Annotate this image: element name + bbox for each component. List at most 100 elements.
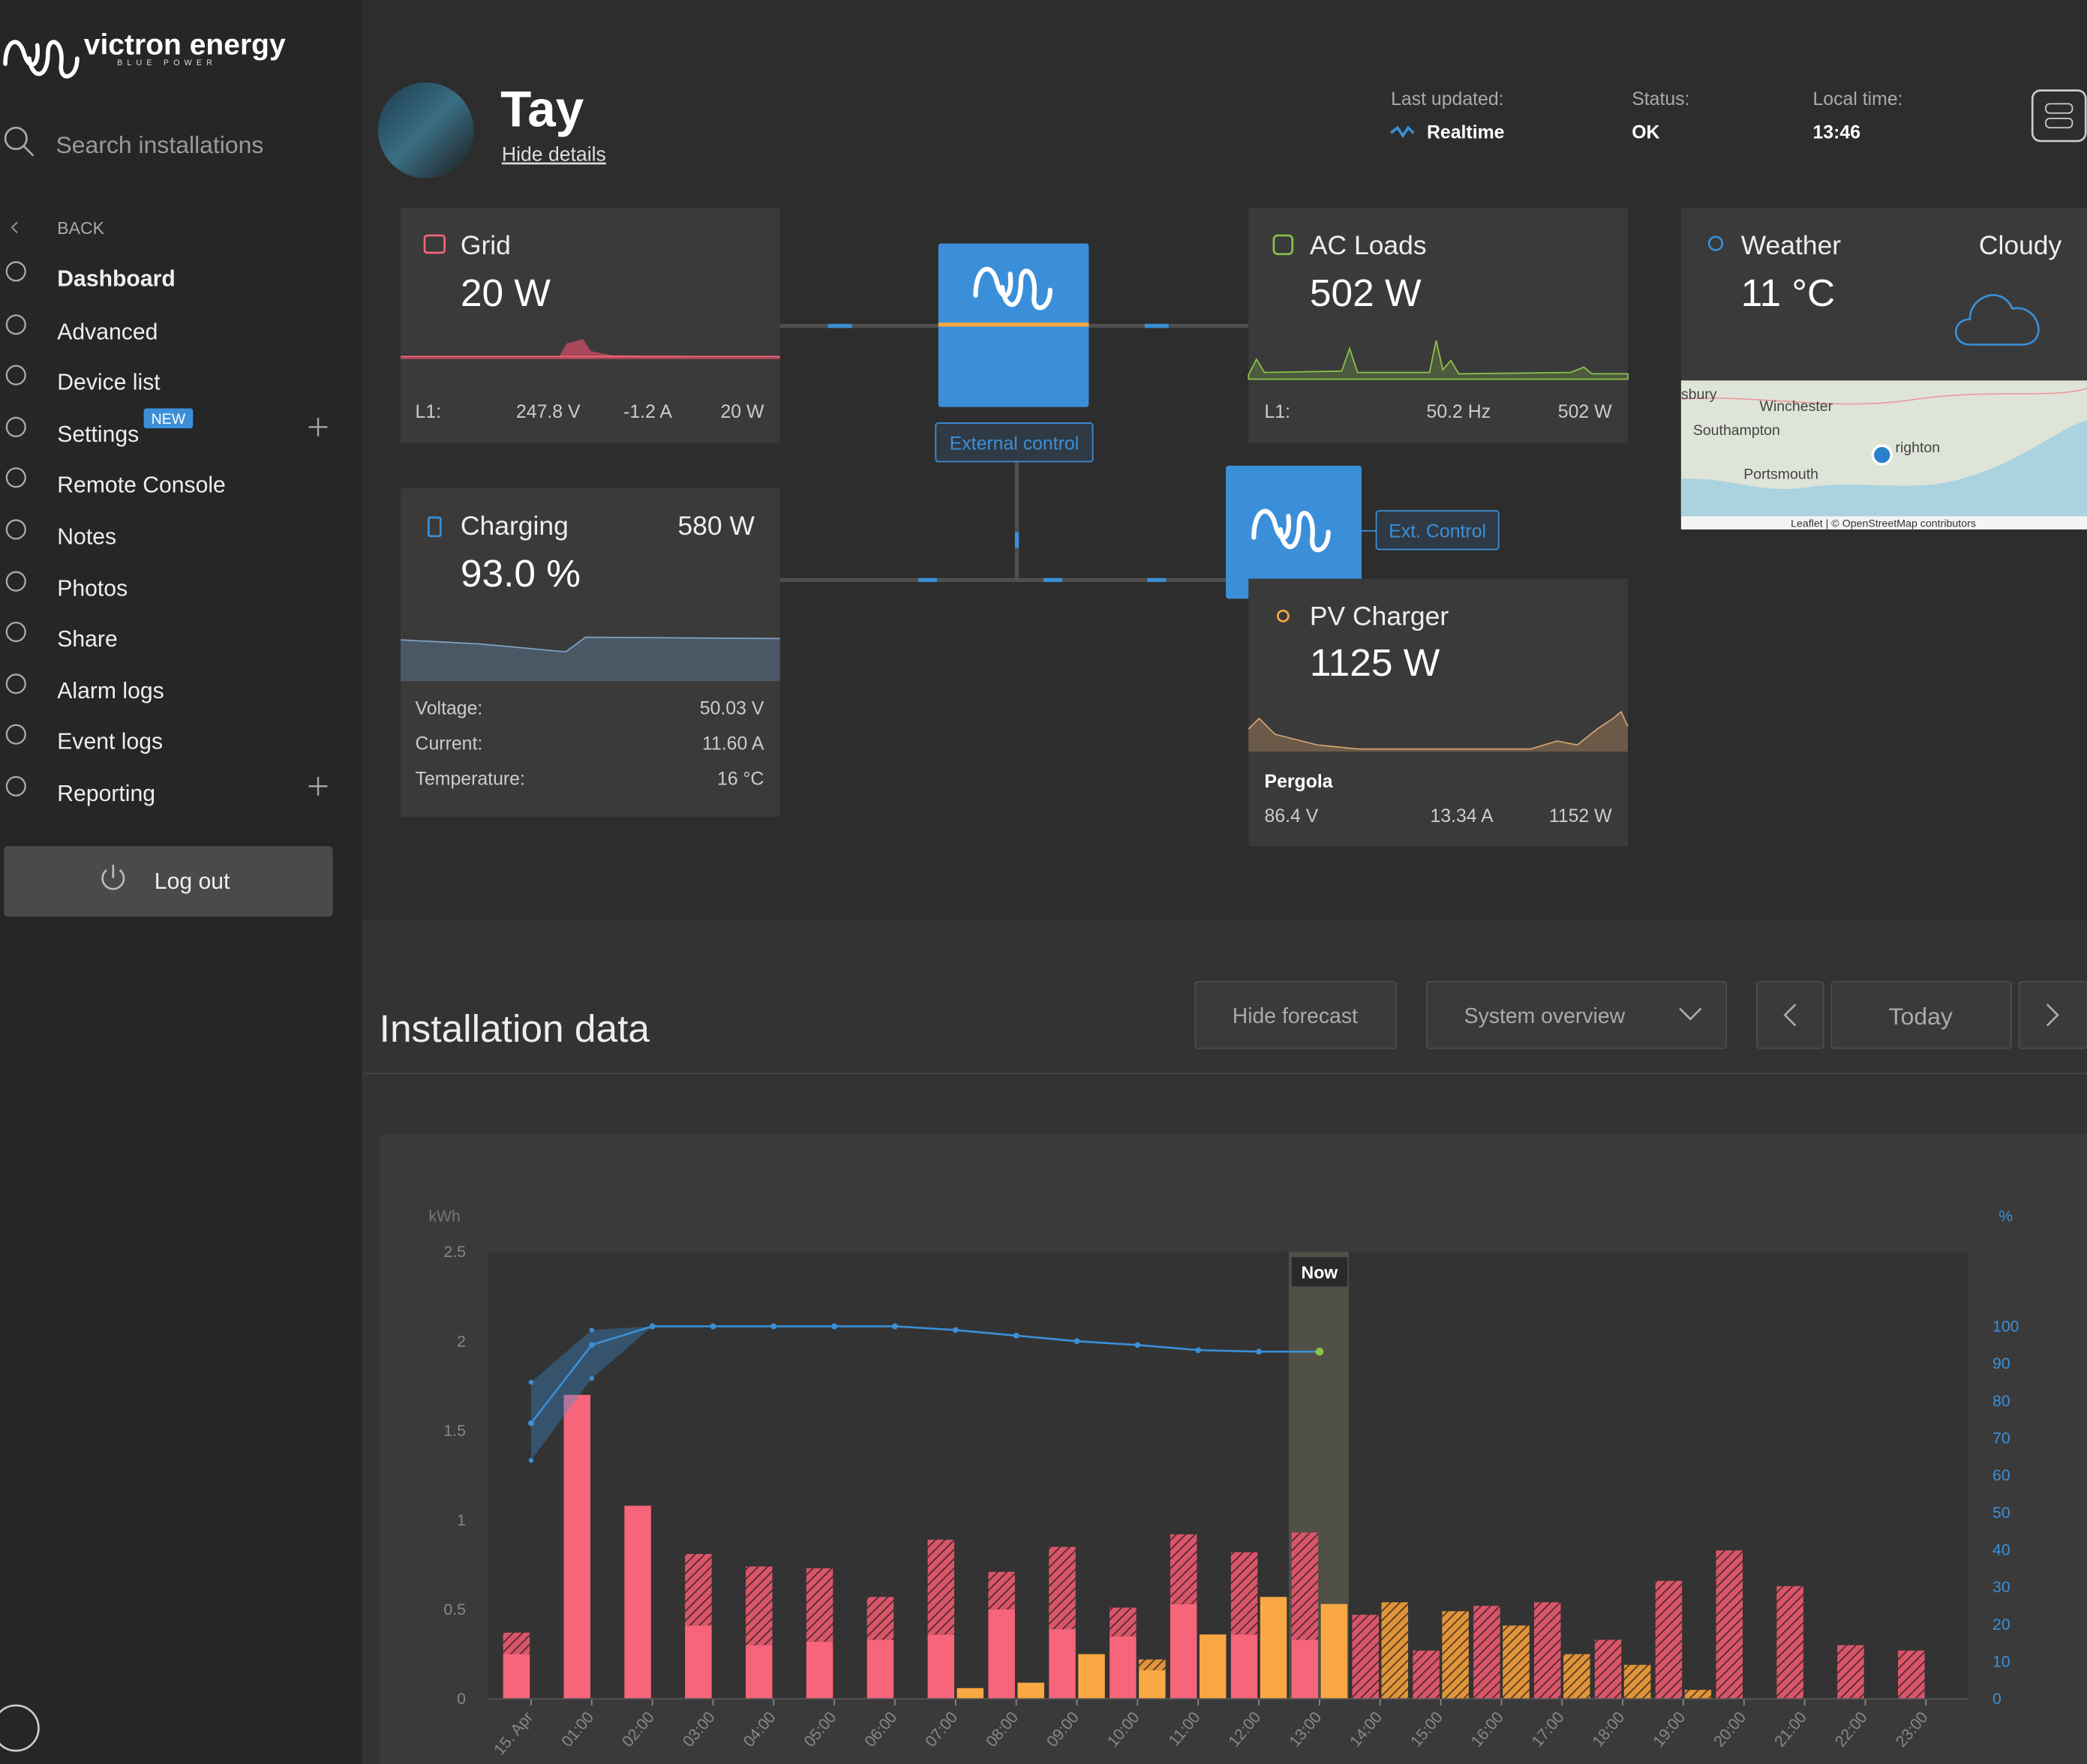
range-point xyxy=(589,1376,594,1382)
prev-button[interactable] xyxy=(1756,981,1824,1049)
status: OK xyxy=(1632,122,1659,142)
expand-icon[interactable] xyxy=(308,417,328,436)
search-icon xyxy=(23,146,35,157)
row-value: 50.03 V xyxy=(700,699,764,719)
menu-item[interactable]: Settings xyxy=(57,422,139,447)
bar xyxy=(1473,1606,1500,1700)
menu-item[interactable]: Photos xyxy=(57,577,128,602)
row-label: Voltage: xyxy=(416,699,483,719)
menu: Dashboard Advanced Device list Settings NEW R… xyxy=(5,261,328,806)
battery-icon xyxy=(427,516,442,538)
grid-card[interactable] xyxy=(401,207,780,443)
map-attribution-bg xyxy=(1680,516,2087,530)
search-input[interactable]: Search installations xyxy=(56,131,264,158)
bar xyxy=(988,1571,1015,1610)
bar xyxy=(1563,1654,1590,1700)
range-point xyxy=(528,1379,534,1385)
row-value: 13.34 A xyxy=(1430,806,1494,826)
logout-label: Log out xyxy=(155,869,230,894)
map-label: sbury xyxy=(1681,386,1717,403)
hide-forecast-button[interactable] xyxy=(1194,981,1398,1049)
hide-details[interactable]: Hide details xyxy=(502,143,606,166)
line-point xyxy=(1256,1348,1262,1355)
card-title: AC Loads xyxy=(1310,230,1427,260)
toggle-icon xyxy=(2045,103,2073,114)
ac-loads-card[interactable] xyxy=(1248,207,1628,443)
menu-item[interactable]: Event logs xyxy=(57,730,163,754)
bar xyxy=(956,1688,984,1700)
bar xyxy=(806,1641,833,1700)
row-value: 86.4 V xyxy=(1265,806,1319,826)
grid-icon xyxy=(423,234,446,254)
card-value: 502 W xyxy=(1310,271,1422,314)
menu-item[interactable]: Device list xyxy=(57,370,161,395)
select-label: System overview xyxy=(1464,1004,1626,1028)
layout-toggle[interactable] xyxy=(2031,89,2087,142)
pv-charger-card[interactable] xyxy=(1248,578,1628,847)
sparkline xyxy=(401,637,780,682)
y2-tick-label: 60 xyxy=(1992,1466,2010,1484)
docs-button[interactable] xyxy=(0,1704,40,1752)
bar xyxy=(1594,1640,1622,1700)
badge xyxy=(143,408,194,429)
pv-inverter[interactable] xyxy=(1226,465,1362,599)
y2-tick-label: 70 xyxy=(1992,1430,2010,1448)
bar xyxy=(1139,1659,1166,1670)
y2-axis-label: % xyxy=(1998,1207,2013,1225)
pv-inverter-control[interactable] xyxy=(1375,510,1500,550)
map-attribution: Leaflet | © OpenStreetMap contributors xyxy=(1791,518,1976,530)
map-sea xyxy=(1680,420,2087,517)
bar xyxy=(503,1632,530,1654)
menu-item[interactable]: Notes xyxy=(57,524,116,549)
range-band xyxy=(530,1326,653,1461)
bar xyxy=(1017,1682,1044,1700)
line-point xyxy=(831,1323,838,1330)
menu-item[interactable]: Reporting xyxy=(57,782,155,806)
period-button[interactable] xyxy=(1830,981,2012,1049)
bar xyxy=(1139,1670,1166,1700)
range-point xyxy=(589,1328,594,1333)
menu-item[interactable]: Remote Console xyxy=(57,472,226,497)
row-label: L1: xyxy=(416,402,442,422)
bar xyxy=(866,1640,894,1700)
chevron xyxy=(1679,1007,1702,1021)
view-select[interactable] xyxy=(1426,981,1728,1049)
bar xyxy=(1533,1602,1561,1700)
y2-tick-label: 20 xyxy=(1992,1616,2010,1634)
cloud-icon xyxy=(1954,294,2040,346)
inverter-control[interactable] xyxy=(935,422,1094,463)
bar xyxy=(1170,1534,1197,1604)
menu-item[interactable]: Advanced xyxy=(57,320,158,344)
card-value: 20 W xyxy=(461,271,551,314)
realtime-icon xyxy=(1389,125,1415,139)
back-link[interactable]: BACK xyxy=(57,218,104,238)
card-title: Weather xyxy=(1741,230,1842,260)
bar xyxy=(624,1505,651,1700)
line-point xyxy=(1315,1347,1324,1356)
row-value: 1152 W xyxy=(1549,806,1612,826)
inverter-logo xyxy=(973,266,1053,310)
bar xyxy=(1110,1636,1137,1700)
logout-button[interactable] xyxy=(4,846,333,917)
menu-icon xyxy=(5,519,26,540)
row-value: -1.2 A xyxy=(623,402,672,422)
menu-item[interactable]: Share xyxy=(57,627,117,652)
card-power: 580 W xyxy=(677,511,755,541)
menu-icon xyxy=(5,571,26,592)
bar xyxy=(1352,1615,1379,1700)
y-tick-label: 1.5 xyxy=(443,1422,466,1440)
menu-item[interactable]: Alarm logs xyxy=(57,679,164,704)
y2-tick-label: 100 xyxy=(1992,1318,2019,1336)
last-updated-label: Last updated: xyxy=(1391,89,1504,110)
map-label: righton xyxy=(1896,440,1941,456)
bar xyxy=(1291,1532,1319,1640)
line-point xyxy=(649,1323,656,1330)
expand-icon[interactable] xyxy=(308,776,328,796)
bar xyxy=(746,1645,773,1700)
pv-inverter-logo xyxy=(1251,508,1331,553)
row-label: Temperature: xyxy=(416,770,525,790)
menu-item[interactable]: Dashboard xyxy=(57,266,175,291)
inverter-label: External control xyxy=(950,434,1080,454)
next-button[interactable] xyxy=(2018,981,2087,1049)
